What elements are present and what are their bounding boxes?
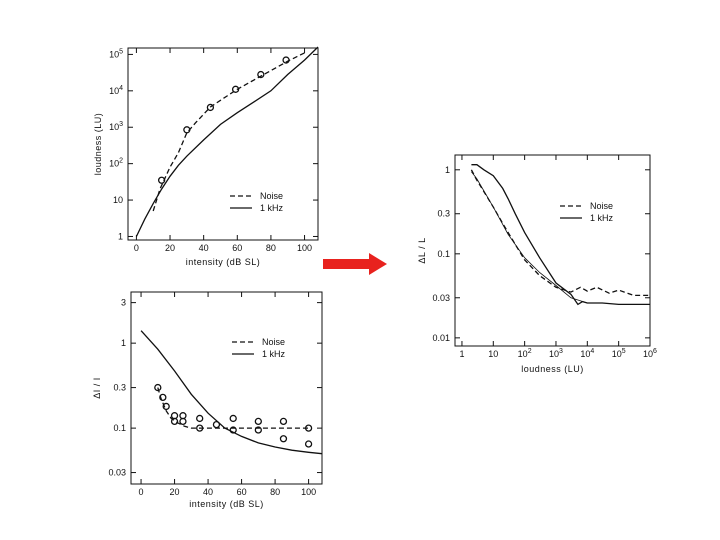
x-tick-label: 0 (134, 243, 139, 253)
data-point-marker (212, 420, 221, 429)
x-tick-label: 106 (643, 348, 657, 359)
x-tick-label: 102 (518, 348, 532, 359)
y-tick-label: 102 (109, 158, 123, 169)
y-tick-label: 0.1 (113, 423, 126, 433)
series-line-noise (152, 52, 305, 212)
x-tick-label: 105 (612, 348, 626, 359)
legend-label: Noise (590, 201, 613, 211)
data-point-marker (170, 417, 179, 426)
x-tick-label: 80 (270, 487, 280, 497)
y-axis-label: loudness (LU) (93, 113, 103, 176)
red-arrow-icon (323, 253, 387, 275)
x-tick-label: 104 (580, 348, 594, 359)
data-point-marker (179, 417, 187, 426)
y-tick-label: 0.3 (113, 383, 126, 393)
legend-label: 1 kHz (590, 213, 614, 223)
x-tick-label: 1 (459, 349, 464, 359)
data-point-marker (279, 417, 288, 426)
y-tick-label: 103 (109, 121, 123, 132)
y-tick-label: 0.3 (437, 209, 450, 219)
x-tick-label: 60 (232, 243, 242, 253)
y-tick-label: 1 (121, 338, 126, 348)
data-point-marker (231, 85, 240, 93)
x-axis-label: loudness (LU) (521, 364, 584, 374)
data-point-marker (154, 383, 162, 392)
x-tick-label: 40 (203, 487, 213, 497)
data-point-marker (304, 424, 313, 432)
x-tick-label: 103 (549, 348, 563, 359)
series-line (471, 171, 588, 304)
legend-label: 1 kHz (262, 349, 286, 359)
data-point-marker (282, 56, 290, 64)
data-point-marker (183, 126, 191, 134)
y-axis-label: ΔL / L (417, 237, 427, 263)
legend-label: Noise (262, 337, 285, 347)
data-point-marker (229, 414, 237, 423)
plot-frame (454, 154, 651, 347)
y-tick-label: 0.1 (437, 249, 450, 259)
y-tick-label: 3 (121, 298, 126, 308)
y-tick-label: 0.03 (108, 468, 126, 478)
data-point-marker (229, 426, 237, 434)
x-axis-label: intensity (dB SL) (189, 499, 264, 509)
chart-weber-fraction-vs-loudness: 1 10 102 103 104 105 106 0.01 0.03 0.1 0.3 1 loudnes… (417, 154, 657, 374)
x-tick-label: 10 (488, 349, 498, 359)
legend-label: Noise (260, 191, 283, 201)
data-point-marker (279, 435, 288, 443)
x-tick-label: 60 (237, 487, 247, 497)
x-tick-label: 80 (266, 243, 276, 253)
y-axis-label: ΔI / I (92, 377, 102, 399)
y-tick-label: 0.01 (432, 333, 450, 343)
plot-frame (130, 291, 323, 485)
data-point-marker (157, 176, 166, 184)
data-point-marker (159, 393, 167, 402)
series-line-noise (157, 387, 309, 429)
chart-weber-fraction-vs-intensity: 0 20 40 60 80 100 0.03 0.1 0.3 1 3 intensity (dB SL… (92, 291, 323, 509)
x-tick-label: 20 (170, 487, 180, 497)
series-line-noise (470, 169, 650, 297)
plot-frame (127, 47, 319, 241)
data-point-marker (196, 424, 204, 432)
legend-label: 1 kHz (260, 203, 284, 213)
data-point-marker (206, 103, 215, 112)
y-tick-label: 10 (113, 195, 123, 205)
data-point-marker (196, 414, 204, 423)
x-tick-label: 40 (199, 243, 209, 253)
x-tick-label: 100 (297, 243, 312, 253)
series-line-1-khz (135, 46, 319, 237)
x-tick-label: 0 (139, 487, 144, 497)
x-axis-label: intensity (dB SL) (186, 257, 261, 267)
data-point-marker (254, 426, 262, 434)
series-line-1-khz (471, 164, 650, 306)
y-tick-label: 1 (118, 231, 123, 241)
y-tick-label: 105 (109, 48, 123, 59)
data-point-marker (254, 417, 262, 426)
chart-loudness-vs-intensity: 0 20 40 60 80 100 1 10 102 103 104 105 intensity (dB… (93, 46, 319, 267)
y-tick-label: 1 (445, 165, 450, 175)
series-line-1-khz (140, 330, 323, 455)
x-tick-label: 100 (301, 487, 316, 497)
y-tick-label: 104 (109, 85, 123, 96)
y-tick-label: 0.03 (432, 293, 450, 303)
x-tick-label: 20 (165, 243, 175, 253)
data-point-marker (304, 440, 313, 448)
data-point-marker (257, 70, 265, 79)
data-point-marker (162, 402, 170, 411)
